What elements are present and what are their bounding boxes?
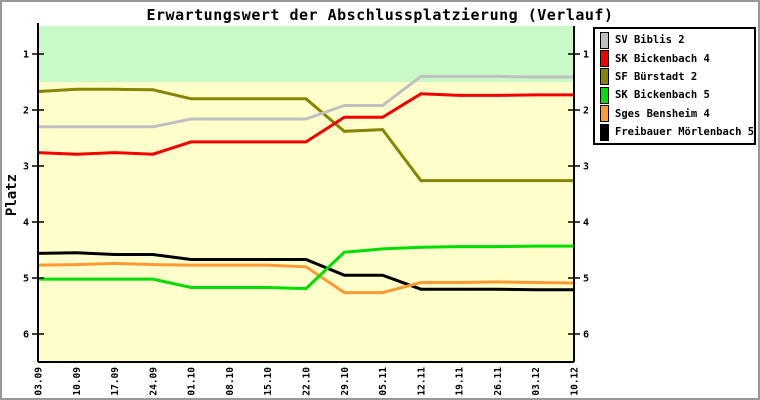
y-tick-label-right: 2: [583, 106, 589, 117]
x-tick-label: 10.09: [72, 367, 83, 396]
y-tick-label-left: 4: [23, 218, 29, 229]
y-tick-label-left: 3: [23, 162, 29, 173]
series-line-sf-b-rstadt-2: [37, 87, 574, 183]
x-tick-label: 24.09: [148, 367, 159, 396]
x-tick-label: 05.11: [378, 367, 389, 396]
series-line-sv-biblis-2: [38, 74, 574, 129]
x-tick-label: 01.10: [187, 367, 198, 396]
x-tick-label: 03.12: [531, 367, 542, 396]
y-tick-label-left: 2: [23, 106, 29, 117]
legend-item-freibauer-m-rlenbach-5: Freibauer Mörlenbach 5: [600, 123, 754, 141]
legend-label: Sges Bensheim 4: [615, 107, 710, 120]
x-tick-label: 03.09: [34, 367, 45, 396]
x-tick-label: 22.10: [302, 367, 313, 396]
y-tick-label-right: 3: [583, 162, 589, 173]
y-tick-label-right: 1: [583, 50, 589, 61]
y-tick-label-right: 4: [583, 218, 589, 229]
y-tick-label-left: 1: [23, 50, 29, 61]
legend-label: Freibauer Mörlenbach 5: [615, 126, 755, 139]
legend-swatch-sv-biblis-2: [600, 31, 609, 49]
x-tick-label: 15.10: [263, 367, 274, 396]
legend-item-sf-b-rstadt-2: SF Bürstadt 2: [600, 68, 754, 86]
chart-legend: SV Biblis 2 SK Bickenbach 4 SF Bürstadt 2 S…: [593, 27, 756, 146]
legend-swatch-sf-b-rstadt-2: [600, 68, 609, 86]
legend-item-sk-bickenbach-4: SK Bickenbach 4: [600, 49, 754, 68]
legend-label: SV Biblis 2: [615, 34, 685, 47]
x-tick-label: 17.09: [110, 367, 121, 396]
series-line-sk-bickenbach-5: [38, 244, 574, 291]
x-tick-label: 29.10: [340, 367, 351, 396]
x-tick-label: 10.12: [570, 367, 581, 396]
series-line-freibauer-m-rlenbach-5: [37, 251, 574, 292]
y-tick-label-left: 6: [23, 330, 29, 341]
series-line-sk-bickenbach-4: [37, 92, 574, 156]
x-tick-label: 12.11: [416, 367, 427, 396]
x-tick-label: 26.11: [493, 367, 504, 396]
x-tick-label: 08.10: [225, 367, 236, 396]
legend-swatch-sk-bickenbach-5: [600, 86, 609, 104]
legend-item-sv-biblis-2: SV Biblis 2: [600, 31, 754, 49]
x-tick-label: 19.11: [455, 367, 466, 396]
legend-label: SK Bickenbach 4: [615, 52, 710, 65]
chart-title: Erwartungswert der Abschlussplatzierung …: [146, 6, 614, 24]
legend-item-sges-bensheim-4: Sges Bensheim 4: [600, 105, 754, 123]
legend-item-sk-bickenbach-5: SK Bickenbach 5: [600, 86, 754, 104]
legend-swatch-freibauer-m-rlenbach-5: [600, 123, 609, 141]
y-tick-label-right: 5: [583, 274, 589, 285]
legend-label: SF Bürstadt 2: [615, 70, 698, 83]
legend-label: SK Bickenbach 5: [615, 89, 710, 102]
legend-swatch-sges-bensheim-4: [600, 105, 609, 123]
y-tick-label-left: 5: [23, 274, 29, 285]
legend-swatch-sk-bickenbach-4: [600, 50, 609, 68]
promotion-zone-band: [38, 26, 574, 82]
y-tick-label-right: 6: [583, 330, 589, 341]
series-line-sges-bensheim-4: [37, 261, 575, 295]
